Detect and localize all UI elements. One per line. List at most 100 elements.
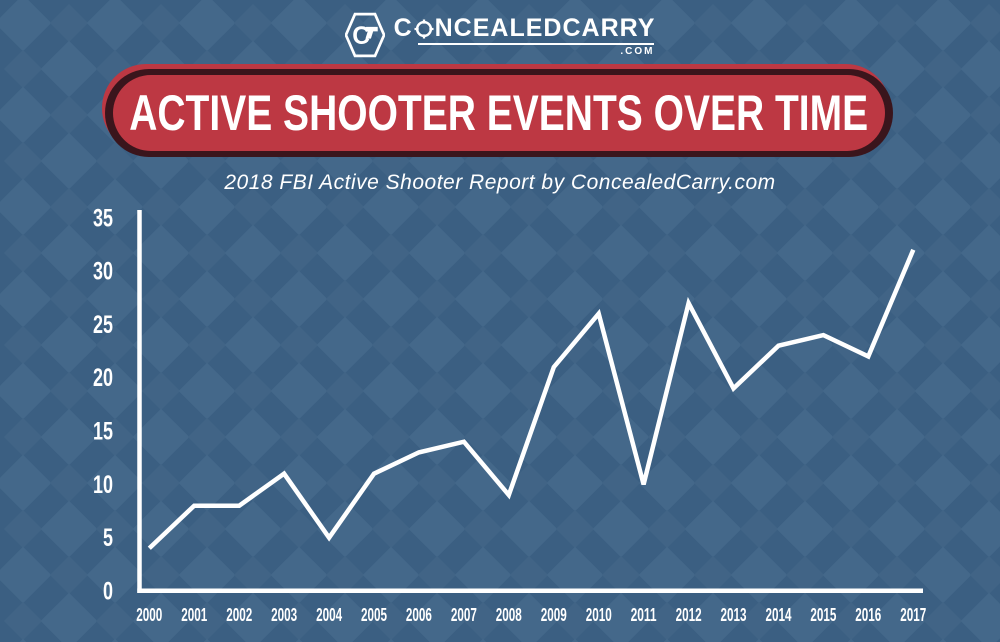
- pattern-diamond: [739, 417, 779, 457]
- pattern-diamond: [279, 417, 319, 457]
- pattern-diamond: [95, 233, 135, 273]
- pattern-diamond: [49, 187, 89, 227]
- logo-wordmark: C NCEALEDCARRY .COM: [394, 14, 656, 57]
- pattern-diamond: [49, 371, 89, 411]
- x-tick-label: 2001: [181, 604, 207, 625]
- y-tick-label: 35: [93, 205, 113, 232]
- pattern-diamond: [693, 279, 733, 319]
- y-tick-label: 0: [103, 578, 113, 606]
- pattern-diamond: [3, 601, 43, 641]
- pattern-diamond: [279, 509, 319, 549]
- chart-canvas: 0 5 10 15 20 25 30 35 2000 2001 2002 2003 2004 2005 20…: [93, 204, 926, 625]
- concealedcarry-logo: C C NCEALEDCARRY .COM: [0, 8, 1000, 62]
- page-title: ACTIVE SHOOTER EVENTS OVER TIME: [129, 85, 869, 141]
- pattern-diamond: [371, 417, 411, 457]
- pattern-diamond: [785, 279, 825, 319]
- x-tick-label: 2014: [766, 604, 792, 625]
- pattern-diamond: [233, 279, 273, 319]
- pattern-diamond: [141, 279, 181, 319]
- pattern-diamond: [0, 362, 52, 420]
- x-tick-label: 2012: [676, 604, 702, 625]
- pattern-diamond: [279, 325, 319, 365]
- pattern-diamond: [831, 417, 871, 457]
- pattern-diamond: [86, 0, 144, 52]
- pattern-diamond: [49, 463, 89, 503]
- pattern-diamond: [49, 555, 89, 595]
- pattern-diamond: [325, 371, 365, 411]
- title-banner: ACTIVE SHOOTER EVENTS OVER TIME: [105, 69, 893, 157]
- pattern-diamond: [509, 555, 549, 595]
- x-tick-label: 2003: [271, 604, 297, 625]
- x-tick-label: 2002: [226, 604, 252, 625]
- pattern-diamond: [3, 325, 43, 365]
- pattern-diamond: [279, 233, 319, 273]
- wordmark-rest: NCEALEDCARRY: [434, 14, 656, 42]
- x-tick-label: 2007: [451, 604, 477, 625]
- x-tick-label: 2006: [406, 604, 432, 625]
- pattern-diamond: [969, 95, 1000, 135]
- pattern-diamond: [371, 509, 411, 549]
- pattern-diamond: [831, 509, 871, 549]
- pattern-diamond: [417, 187, 457, 227]
- pattern-diamond: [417, 279, 457, 319]
- y-tick-label: 20: [93, 364, 113, 392]
- scope-reticle-icon: [414, 18, 434, 39]
- pattern-diamond: [0, 178, 52, 236]
- pattern-diamond: [785, 371, 825, 411]
- pattern-diamond: [95, 325, 135, 365]
- pattern-diamond: [371, 325, 411, 365]
- pattern-diamond: [95, 417, 135, 457]
- pattern-diamond: [0, 454, 52, 512]
- title-banner-inner: ACTIVE SHOOTER EVENTS OVER TIME: [113, 75, 885, 151]
- pattern-diamond: [601, 279, 641, 319]
- pattern-diamond: [233, 3, 273, 43]
- pattern-diamond: [463, 509, 503, 549]
- pattern-diamond: [187, 325, 227, 365]
- pattern-diamond: [785, 463, 825, 503]
- logo-tld: .COM: [620, 46, 655, 57]
- pattern-diamond: [3, 49, 43, 89]
- pattern-diamond: [739, 601, 779, 641]
- concealedcarry-badge-icon: C: [344, 12, 385, 58]
- pattern-diamond: [49, 279, 89, 319]
- pattern-diamond: [233, 371, 273, 411]
- pistol-icon: [365, 26, 378, 39]
- wordmark-underline: [417, 43, 655, 45]
- pattern-diamond: [969, 371, 1000, 411]
- x-tick-label: 2004: [316, 604, 342, 625]
- x-tick-label: 2008: [496, 604, 522, 625]
- x-tick-label: 2015: [810, 604, 836, 625]
- pattern-diamond: [325, 187, 365, 227]
- pattern-diamond: [3, 233, 43, 273]
- y-tick-label: 15: [93, 418, 113, 446]
- pattern-diamond: [555, 601, 595, 641]
- pattern-diamond: [914, 546, 972, 604]
- x-tick-label: 2005: [361, 604, 387, 625]
- chart-subtitle: 2018 FBI Active Shooter Report by Concea…: [224, 171, 776, 194]
- pattern-diamond: [923, 325, 963, 365]
- pattern-diamond: [417, 463, 457, 503]
- pattern-diamond: [178, 0, 236, 52]
- pattern-diamond: [647, 509, 687, 549]
- pattern-diamond: [187, 417, 227, 457]
- pattern-diamond: [509, 279, 549, 319]
- pattern-diamond: [969, 279, 1000, 319]
- pattern-diamond: [233, 463, 273, 503]
- pattern-diamond: [0, 546, 52, 604]
- x-tick-label: 2011: [631, 604, 657, 625]
- pattern-diamond: [509, 371, 549, 411]
- pattern-diamond: [417, 555, 457, 595]
- pattern-diamond: [417, 371, 457, 411]
- pattern-diamond: [785, 555, 825, 595]
- pattern-diamond: [923, 601, 963, 641]
- pattern-diamond: [325, 555, 365, 595]
- pattern-diamond: [555, 509, 595, 549]
- pattern-diamond: [969, 555, 1000, 595]
- pattern-diamond: [877, 463, 917, 503]
- pattern-diamond: [141, 187, 181, 227]
- x-tick-label: 2013: [721, 604, 747, 625]
- pattern-diamond: [3, 509, 43, 549]
- pattern-diamond: [555, 417, 595, 457]
- pattern-diamond: [776, 592, 834, 642]
